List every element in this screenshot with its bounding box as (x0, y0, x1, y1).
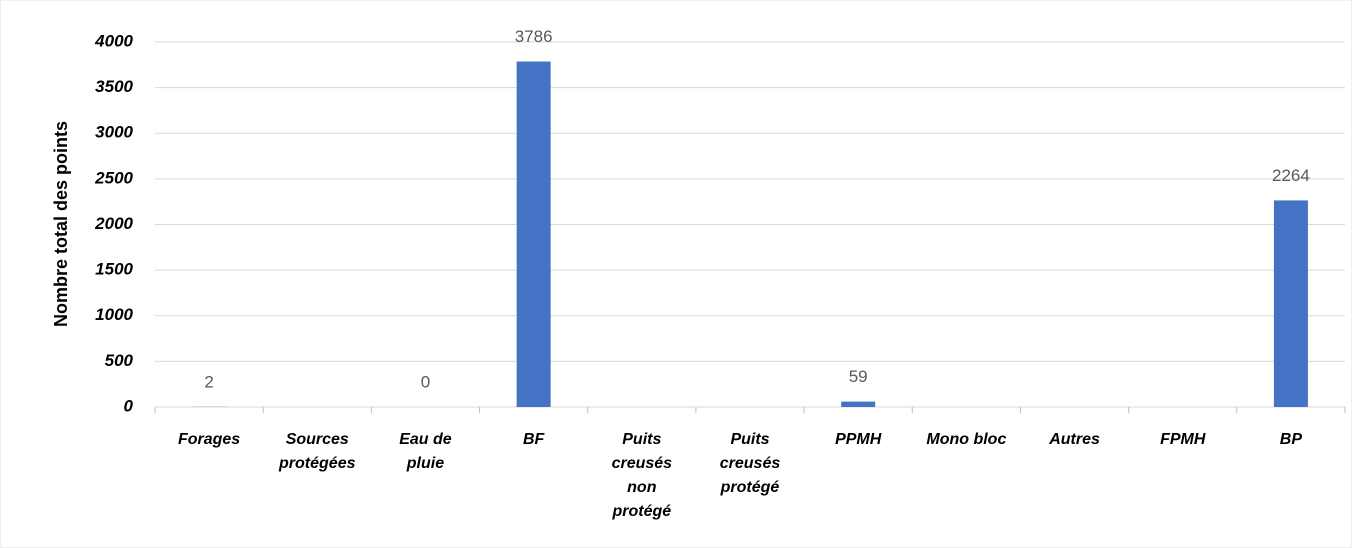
x-tick-label: Puits (730, 431, 769, 448)
x-tick-label: FPMH (1160, 431, 1206, 448)
x-tick-label: creusés (612, 455, 673, 472)
x-tick-label: protégé (720, 479, 780, 496)
x-tick-label: BF (523, 431, 546, 448)
y-tick-label: 500 (105, 351, 134, 370)
x-tick-label: protégé (611, 503, 671, 520)
y-tick-label: 4000 (94, 31, 133, 50)
y-tick-label: 2500 (94, 168, 133, 187)
y-tick-label: 1500 (95, 260, 133, 279)
x-tick-label: Forages (178, 431, 240, 448)
y-tick-label: 3500 (95, 77, 133, 96)
x-tick-label: PPMH (835, 431, 882, 448)
bar (1273, 200, 1308, 407)
data-label: 59 (849, 367, 868, 386)
x-tick-label: protégées (278, 455, 356, 472)
bar (841, 401, 876, 407)
x-tick-label: Puits (622, 431, 661, 448)
x-tick-label: BP (1280, 431, 1303, 448)
bar (516, 61, 551, 408)
x-tick-label: Autres (1048, 431, 1100, 448)
x-tick-label: Mono bloc (926, 431, 1006, 448)
y-tick-label: 2000 (94, 214, 133, 233)
y-tick-label: 3000 (95, 123, 133, 142)
x-tick-label: Eau de (399, 431, 452, 448)
data-label: 0 (421, 372, 430, 391)
data-label: 2 (204, 372, 213, 391)
y-axis-label: Nombre total des points (51, 121, 71, 327)
data-label: 3786 (515, 27, 553, 46)
x-tick-label: non (627, 479, 657, 496)
x-tick-label: pluie (406, 455, 444, 472)
y-tick-label: 1000 (95, 305, 133, 324)
y-tick-label: 0 (124, 396, 134, 415)
x-tick-label: creusés (720, 455, 781, 472)
data-label: 2264 (1272, 166, 1310, 185)
x-tick-label: Sources (286, 431, 349, 448)
